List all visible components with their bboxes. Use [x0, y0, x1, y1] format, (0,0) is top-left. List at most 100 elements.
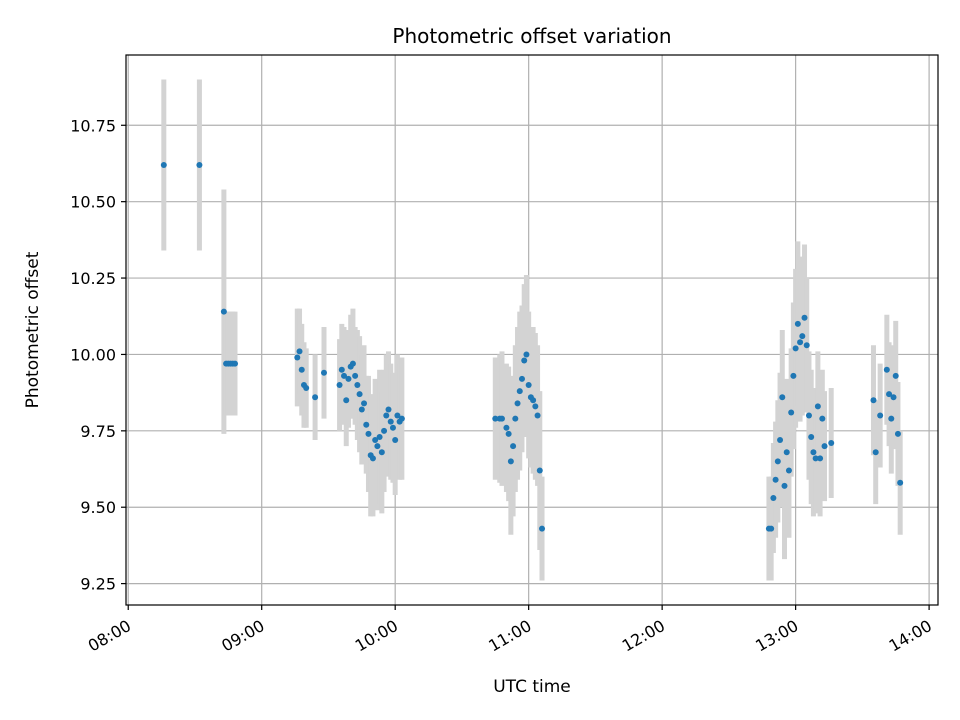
data-point	[383, 412, 390, 419]
x-tick-label: 08:00	[85, 616, 134, 656]
data-point	[503, 424, 510, 431]
data-point	[790, 372, 797, 379]
data-point	[498, 415, 505, 422]
data-point	[507, 458, 514, 465]
data-point	[805, 412, 812, 419]
data-point	[808, 433, 815, 440]
y-tick-label: 9.75	[80, 422, 116, 441]
data-point	[794, 320, 801, 327]
data-point	[539, 525, 546, 532]
data-point	[819, 415, 826, 422]
data-point	[785, 467, 792, 474]
data-point	[536, 467, 543, 474]
data-point	[799, 333, 806, 340]
data-point	[886, 391, 893, 398]
data-point	[387, 418, 394, 425]
y-tick-label: 10.25	[70, 269, 116, 288]
data-point	[369, 455, 376, 462]
y-tick-label: 10.50	[70, 193, 116, 212]
x-tick-label: 14:00	[886, 616, 935, 656]
data-point	[828, 440, 835, 447]
data-point	[523, 351, 530, 358]
data-point	[361, 400, 368, 407]
data-point	[772, 476, 779, 483]
data-point	[312, 394, 319, 401]
data-point	[883, 366, 890, 373]
data-point	[797, 339, 804, 346]
data-point	[338, 366, 345, 373]
data-point	[870, 397, 877, 404]
data-point	[783, 449, 790, 456]
y-tick-label: 10.00	[70, 345, 116, 364]
x-tick-label: 11:00	[485, 616, 534, 656]
chart-title: Photometric offset variation	[392, 24, 671, 48]
data-point	[220, 308, 227, 315]
data-point	[365, 430, 372, 437]
x-axis-label: UTC time	[493, 677, 571, 697]
data-point	[354, 382, 361, 388]
data-point	[510, 443, 517, 450]
data-point	[792, 345, 799, 352]
data-point	[810, 449, 817, 456]
y-tick-label: 9.50	[80, 498, 116, 517]
error-bars	[161, 79, 903, 581]
data-point	[774, 458, 781, 465]
data-point	[232, 360, 239, 367]
data-point	[779, 394, 786, 401]
data-point	[892, 372, 899, 379]
data-point	[343, 397, 350, 404]
data-point	[525, 382, 532, 388]
data-point	[349, 360, 356, 367]
data-point	[358, 406, 365, 413]
data-point	[821, 443, 828, 450]
data-point	[385, 406, 392, 413]
data-point	[363, 421, 370, 428]
x-tick-label: 10:00	[352, 616, 401, 656]
data-point	[296, 348, 303, 355]
data-point	[516, 388, 523, 395]
data-point	[518, 375, 525, 382]
y-tick-label: 9.25	[80, 575, 116, 594]
y-axis-label: Photometric offset	[23, 251, 43, 408]
data-point	[294, 354, 301, 361]
data-point	[534, 412, 541, 419]
data-point	[345, 375, 352, 382]
data-point	[788, 409, 795, 416]
data-point	[877, 412, 884, 419]
data-point	[398, 415, 405, 422]
data-point	[817, 455, 824, 462]
y-tick-label: 10.75	[70, 116, 116, 135]
data-point	[374, 443, 381, 450]
data-point	[356, 391, 363, 398]
data-point	[812, 455, 819, 462]
x-tick-label: 09:00	[218, 616, 267, 656]
data-point	[894, 430, 901, 437]
data-point	[888, 415, 895, 422]
plot-frame	[125, 54, 939, 606]
data-point	[378, 449, 385, 456]
data-point	[781, 482, 788, 489]
data-point	[381, 427, 388, 434]
data-point	[897, 479, 904, 486]
data-point	[336, 382, 343, 388]
data-point	[492, 415, 499, 422]
data-points	[160, 162, 904, 532]
data-point	[872, 449, 879, 456]
data-point	[376, 433, 383, 440]
data-point	[392, 437, 399, 443]
data-point	[801, 314, 808, 321]
data-point	[394, 412, 401, 419]
data-point	[352, 372, 359, 379]
data-point	[803, 342, 810, 349]
data-point	[160, 162, 167, 168]
data-point	[770, 495, 777, 502]
data-point	[514, 400, 521, 407]
data-point	[389, 424, 396, 431]
data-point	[532, 403, 539, 410]
x-tick-label: 12:00	[619, 616, 668, 656]
data-point	[777, 437, 784, 443]
data-point	[298, 366, 305, 373]
data-point	[303, 385, 310, 392]
x-tick-label: 13:00	[752, 616, 801, 656]
